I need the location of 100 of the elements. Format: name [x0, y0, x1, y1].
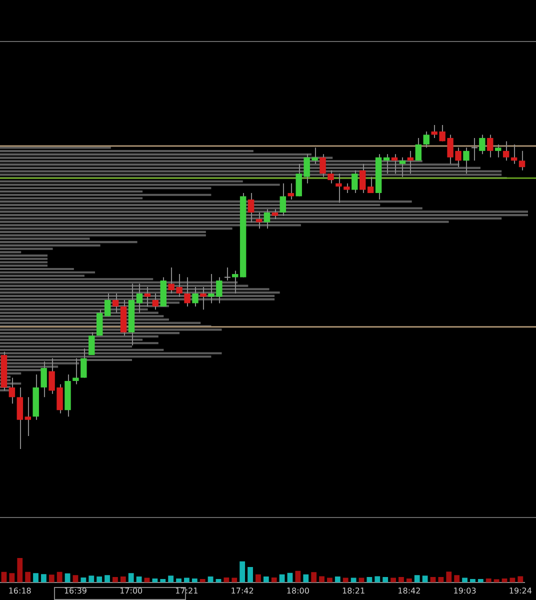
bar [120, 576, 126, 582]
bar [17, 558, 23, 582]
bar [0, 194, 212, 196]
candlestick [88, 332, 95, 356]
candlestick [200, 286, 206, 310]
candlestick [192, 286, 198, 307]
candlestick [288, 182, 294, 200]
bar [446, 572, 452, 582]
bar [192, 578, 198, 582]
x-tick-label: 18:00 [286, 586, 310, 596]
x-tick-label: 17:42 [230, 586, 254, 596]
candlestick [80, 348, 87, 378]
candlestick [8, 377, 16, 404]
bar [224, 578, 230, 582]
bar [0, 261, 48, 264]
bar [128, 573, 134, 582]
candlestick [320, 154, 326, 178]
candlestick [495, 144, 502, 158]
bar [279, 574, 285, 582]
bar [0, 234, 206, 236]
bar [80, 578, 86, 582]
bar [25, 572, 31, 582]
bar [438, 577, 444, 582]
bar [104, 575, 110, 582]
bar [422, 576, 428, 582]
candlestick [184, 276, 190, 307]
bar [248, 567, 253, 582]
x-tick-label: 18:21 [342, 586, 366, 596]
bar [240, 561, 246, 582]
candlestick [518, 150, 526, 171]
candlestick [96, 309, 103, 336]
bar [152, 578, 158, 582]
bar [0, 210, 528, 213]
bar [366, 577, 372, 582]
bar [374, 576, 380, 582]
bar [518, 576, 524, 582]
candlestick [232, 270, 238, 294]
candlestick [328, 170, 334, 184]
bar [494, 579, 500, 582]
bar [0, 352, 222, 354]
bar [398, 577, 404, 582]
candlestick [502, 140, 510, 162]
bar [271, 578, 277, 582]
candlestick [336, 173, 342, 204]
bar [334, 576, 340, 582]
candlestick [264, 208, 270, 230]
bar [96, 576, 102, 582]
candlestick [487, 134, 494, 158]
bar [406, 578, 412, 582]
candlestick [352, 170, 358, 194]
bar [0, 240, 138, 244]
bar [168, 576, 174, 582]
bar [41, 574, 46, 582]
bar [48, 574, 54, 582]
candlestick [152, 292, 159, 310]
bar [263, 576, 269, 582]
candlestick [112, 292, 119, 314]
bar [0, 258, 48, 260]
candlestick [399, 156, 406, 178]
x-tick-label: 17:00 [120, 586, 143, 596]
bar [136, 576, 142, 582]
bar [414, 575, 420, 582]
bar [486, 578, 492, 582]
bar [176, 578, 182, 582]
bar [0, 271, 96, 274]
candlestick [367, 176, 374, 194]
bar [0, 254, 48, 257]
candlestick [415, 137, 422, 162]
bar [256, 574, 261, 582]
candlestick [72, 358, 79, 385]
bar [0, 214, 528, 216]
candlestick [280, 182, 286, 216]
bar [0, 184, 280, 186]
candlestick [136, 283, 143, 314]
x-tick-label: 16:18 [8, 586, 32, 596]
bar [454, 575, 460, 582]
candlestick [248, 192, 254, 223]
bar [319, 576, 324, 582]
bar [56, 572, 62, 582]
candlestick [224, 267, 231, 282]
bar [0, 170, 502, 172]
bar [295, 570, 301, 582]
candlestick [463, 147, 470, 174]
x-tick-label: 18:42 [398, 586, 421, 596]
bar [33, 573, 38, 582]
bar [0, 200, 412, 203]
candlestick [471, 137, 478, 162]
bar [0, 342, 158, 344]
bar [9, 573, 15, 582]
bar [382, 577, 388, 582]
candlestick [423, 130, 430, 148]
candlestick [479, 134, 486, 155]
candlestick [16, 386, 24, 450]
candlestick [344, 182, 350, 194]
candlestick [104, 292, 111, 317]
candlestick [24, 396, 31, 437]
candlestick [40, 361, 47, 398]
candlestick [360, 163, 366, 194]
bar [311, 572, 317, 582]
x-tick-label: 19:03 [453, 586, 476, 596]
